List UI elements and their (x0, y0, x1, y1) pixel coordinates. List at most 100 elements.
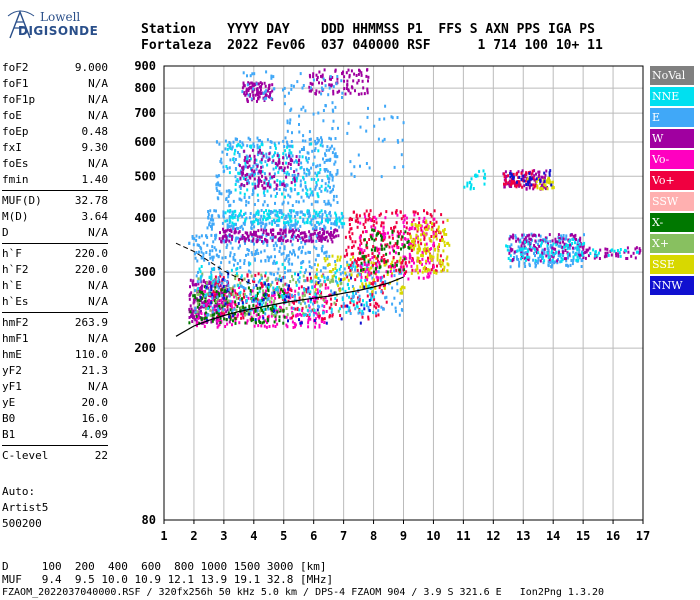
echo-point (291, 131, 293, 135)
echo-point (238, 185, 241, 189)
echo-point (283, 288, 286, 292)
echo-point (528, 247, 531, 251)
echo-point (234, 303, 237, 307)
echo-point (195, 289, 198, 293)
echo-point (234, 230, 237, 234)
echo-point (344, 235, 347, 239)
echo-point (528, 172, 531, 175)
echo-point (303, 231, 306, 235)
echo-point (191, 314, 194, 317)
echo-point (332, 198, 335, 202)
echo-point (237, 227, 240, 230)
echo-point (383, 233, 385, 237)
echo-point (212, 313, 215, 317)
echo-point (520, 257, 522, 261)
echo-point (390, 272, 393, 276)
echo-point (255, 283, 258, 287)
echo-point (380, 244, 383, 248)
echo-point (426, 269, 429, 273)
trace-profile-line (175, 276, 404, 337)
echo-point (400, 217, 403, 221)
echo-point (345, 87, 348, 90)
echo-point (265, 155, 268, 159)
echo-point (280, 242, 283, 246)
echo-point (198, 321, 201, 325)
echo-point (576, 255, 579, 259)
echo-point (318, 215, 321, 219)
echo-point (223, 234, 226, 238)
echo-point (254, 308, 257, 311)
echo-point (208, 302, 211, 306)
echo-point (431, 222, 433, 226)
echo-point (418, 269, 421, 273)
echo-point (607, 253, 610, 257)
echo-point (374, 291, 377, 295)
echo-point (626, 246, 629, 250)
echo-point (275, 308, 278, 312)
echo-point (193, 283, 196, 287)
echo-point (196, 305, 199, 309)
echo-point (256, 92, 259, 96)
echo-point (364, 230, 367, 233)
echo-point (315, 247, 318, 251)
echo-point (344, 271, 347, 275)
param-row: C-level 22 (2, 448, 108, 464)
echo-point (574, 246, 577, 250)
echo-point (195, 312, 198, 316)
echo-point (201, 290, 204, 294)
echo-point (250, 274, 253, 278)
echo-point (293, 250, 296, 254)
echo-point (269, 146, 272, 149)
echo-point (294, 253, 296, 257)
echo-point (243, 295, 245, 299)
echo-point (381, 139, 384, 143)
echo-point (247, 252, 250, 256)
echo-point (191, 235, 194, 238)
y-tick-label: 500 (134, 169, 156, 183)
echo-point (358, 258, 360, 262)
x-tick-label: 14 (546, 529, 560, 543)
echo-point (424, 269, 427, 273)
echo-point (335, 298, 338, 302)
echo-point (361, 282, 364, 286)
echo-point (571, 242, 574, 245)
echo-cluster-w (241, 81, 274, 103)
echo-point (248, 312, 251, 316)
echo-point (359, 321, 362, 325)
echo-point (193, 294, 196, 298)
echo-point (329, 185, 331, 189)
echo-point (507, 257, 510, 260)
echo-point (443, 232, 446, 236)
echo-point (382, 254, 385, 258)
echo-point (283, 247, 286, 251)
echo-point (262, 91, 265, 95)
echo-point (298, 276, 301, 280)
echo-point (217, 307, 219, 311)
echo-point (526, 253, 529, 257)
echo-point (279, 236, 281, 240)
echo-point (532, 246, 535, 250)
echo-point (410, 271, 413, 275)
param-row: foF1 N/A (2, 76, 108, 92)
echo-point (252, 237, 255, 241)
echo-point (511, 174, 513, 178)
echo-point (389, 241, 392, 245)
echo-point (244, 241, 246, 245)
echo-point (267, 288, 270, 292)
echo-point (274, 213, 277, 217)
echo-point (282, 236, 285, 240)
echo-point (334, 297, 337, 300)
echo-point (218, 190, 221, 194)
echo-point (541, 254, 544, 258)
param-name: C-level (2, 449, 49, 462)
echo-point (200, 316, 203, 320)
echo-point (581, 253, 584, 257)
echo-point (304, 139, 307, 143)
echo-point (236, 262, 239, 266)
echo-point (318, 171, 321, 175)
echo-point (375, 275, 378, 279)
echo-point (191, 236, 194, 240)
echo-point (287, 91, 290, 95)
echo-point (234, 300, 237, 304)
echo-point (370, 296, 373, 300)
